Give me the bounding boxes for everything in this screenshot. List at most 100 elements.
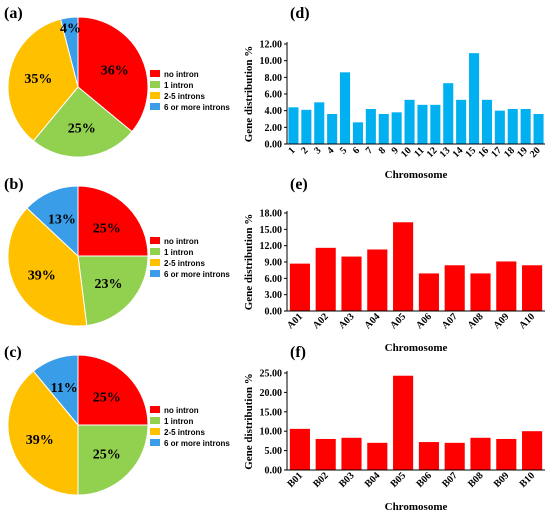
bar (481, 99, 492, 144)
y-tick-label: 0.00 (265, 466, 283, 477)
legend-label: 2-5 introns (164, 428, 205, 437)
x-tick-label: 4 (325, 145, 336, 156)
y-axis-title: Gene distribution % (243, 46, 255, 143)
bar (417, 104, 428, 144)
bar (393, 375, 414, 470)
panel-label-b: (b) (4, 176, 24, 193)
legend-a: no intron 1 intron 2-5 introns 6 or more in… (150, 70, 230, 112)
bar (470, 273, 491, 311)
legend-label: 1 intron (164, 81, 193, 90)
legend-label: 1 intron (164, 248, 193, 257)
y-tick-label: 18.00 (260, 209, 283, 220)
x-axis-title: Chromosome (385, 501, 448, 513)
y-tick-label: 15.00 (260, 225, 283, 236)
pie-slice (7, 207, 88, 327)
bar (444, 442, 465, 470)
pie-slice (77, 354, 149, 426)
pie-slice-label: 4% (60, 21, 81, 36)
bar-chart-f: 0.00 5.00 10.00 15.00 20.00 25.00 B01 B02 B03 B04… (243, 369, 545, 513)
bar (289, 428, 310, 470)
x-tick-label: A05 (388, 311, 408, 331)
x-tick-label: A01 (285, 311, 305, 331)
y-tick-label: 0.00 (265, 140, 283, 151)
x-tick-label: B08 (466, 470, 486, 490)
pie-slice-label: 25% (93, 390, 121, 405)
bar (496, 261, 517, 311)
legend-label: 6 or more introns (164, 103, 230, 112)
y-tick-label: 12.00 (260, 241, 283, 252)
bar (443, 83, 454, 144)
y-tick-label: 4.00 (265, 106, 283, 117)
pie-slice-label: 39% (26, 433, 54, 448)
y-tick-label: 6.00 (265, 90, 283, 101)
legend-swatch (150, 428, 160, 435)
y-tick-label: 6.00 (265, 274, 283, 285)
pie-chart-a: 36% 25% 35% 4% (7, 16, 149, 158)
x-tick-label: 3 (312, 145, 323, 156)
x-tick-label: B05 (389, 470, 409, 490)
x-tick-label: 6 (351, 145, 362, 156)
x-tick-label: A10 (517, 311, 537, 331)
bar (288, 107, 299, 144)
y-tick-label: 8.00 (265, 73, 283, 84)
pie-slice (77, 424, 149, 496)
x-tick-label: 2 (299, 145, 310, 156)
pie-slice (7, 370, 79, 496)
panel-label-c: (c) (4, 344, 22, 361)
legend-swatch (150, 81, 160, 88)
legend-swatch (150, 406, 160, 413)
legend-swatch (150, 70, 160, 77)
bar (341, 256, 362, 311)
legend-label: no intron (164, 406, 199, 415)
y-tick-label: 12.00 (260, 40, 283, 51)
legend-swatch (150, 237, 160, 244)
bar (418, 442, 439, 470)
bar (352, 122, 363, 144)
bar (289, 263, 310, 311)
legend-swatch (150, 417, 160, 424)
y-axis-title: Gene distribution % (243, 214, 255, 311)
y-tick-label: 5.00 (265, 446, 283, 457)
bar (314, 102, 325, 144)
pie-slice-label: 11% (51, 381, 78, 396)
pie-chart-c: 25% 25% 39% 11% (7, 354, 149, 496)
panel-label-d: (d) (290, 5, 310, 22)
panel-label-a: (a) (4, 5, 23, 22)
bar (367, 442, 388, 470)
bar (430, 104, 441, 144)
bar (470, 437, 491, 470)
y-tick-label: 2.00 (265, 123, 283, 134)
pie-slice-label: 13% (48, 213, 76, 228)
legend-label: no intron (164, 70, 199, 79)
x-tick-label: B04 (363, 470, 383, 490)
pie-slice (32, 354, 79, 427)
x-tick-label: 7 (364, 145, 375, 156)
legend-b: no intron 1 intron 2-5 introns 6 or more in… (150, 237, 230, 279)
x-tick-label: A06 (414, 311, 434, 331)
legend-swatch (150, 248, 160, 255)
bar (341, 437, 362, 470)
x-tick-label: A09 (491, 311, 511, 331)
pie-slice (7, 18, 79, 142)
x-tick-label: 8 (377, 145, 388, 156)
bar (494, 110, 505, 144)
bar (533, 114, 544, 144)
pie-slice (26, 185, 79, 258)
y-tick-label: 10.00 (260, 427, 283, 438)
y-tick-label: 10.00 (260, 56, 283, 67)
pie-slice (77, 16, 149, 133)
pie-slice (77, 255, 149, 327)
bar (391, 112, 402, 144)
legend-swatch (150, 92, 160, 99)
legend-label: 1 intron (164, 417, 193, 426)
bar (367, 249, 388, 311)
bar (507, 109, 518, 144)
bar (365, 109, 376, 144)
x-tick-label: 1 (286, 145, 297, 156)
legend-swatch (150, 103, 160, 110)
pie-slice-label: 25% (68, 121, 96, 136)
bar-chart-e: 0.00 3.00 6.00 9.00 12.00 15.00 18.00 A01 A02 A03… (243, 209, 545, 354)
pie-slice (32, 86, 133, 158)
x-tick-label: B06 (414, 470, 434, 490)
pie-slice-label: 23% (95, 277, 123, 292)
